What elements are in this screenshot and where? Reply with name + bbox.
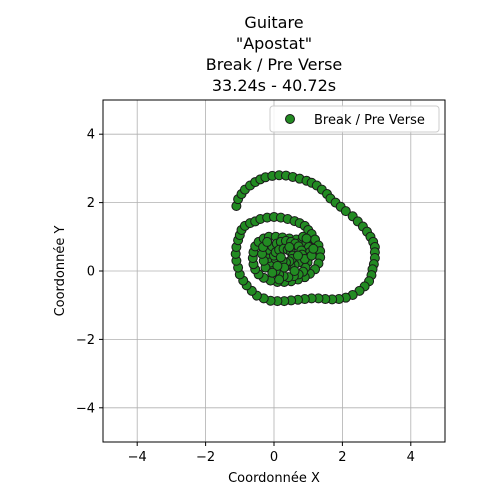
scatter-point xyxy=(292,250,303,261)
title-line-1: Guitare xyxy=(244,13,303,32)
y-tick-label: 0 xyxy=(87,265,95,280)
scatter-points xyxy=(230,170,380,307)
scatter-point xyxy=(284,242,295,253)
y-tick-label: 2 xyxy=(87,196,95,211)
x-tick-label: 0 xyxy=(270,450,278,465)
title-line-2: "Apostat" xyxy=(236,34,312,53)
x-tick-label: 2 xyxy=(338,450,346,465)
scatter-point xyxy=(308,243,319,254)
grid-lines xyxy=(103,100,445,442)
axis-ticks: −4 −2 0 2 4 −4 −2 0 2 4 xyxy=(76,128,415,465)
scatter-point xyxy=(274,274,285,285)
scatter-point xyxy=(301,233,312,244)
legend-label: Break / Pre Verse xyxy=(314,113,425,128)
title-line-3: Break / Pre Verse xyxy=(206,55,343,74)
scatter-point xyxy=(267,267,278,278)
x-tick-label: −2 xyxy=(196,450,215,465)
scatter-point xyxy=(289,266,300,276)
title-line-4: 33.24s - 40.72s xyxy=(212,76,336,95)
legend-box xyxy=(269,105,440,133)
x-tick-label: 4 xyxy=(407,450,415,465)
legend: Break / Pre Verse xyxy=(269,105,440,133)
scatter-point xyxy=(272,260,283,271)
y-tick-label: −4 xyxy=(76,401,95,416)
x-axis-label: Coordonnée X xyxy=(228,471,320,486)
chart-title: Guitare "Apostat" Break / Pre Verse 33.2… xyxy=(206,13,343,95)
y-tick-label: 4 xyxy=(87,128,95,143)
scatter-point xyxy=(262,236,273,247)
x-tick-label: −4 xyxy=(128,450,147,465)
y-tick-label: −2 xyxy=(76,333,95,348)
legend-marker xyxy=(285,114,295,124)
scatter-point xyxy=(275,252,286,263)
scatter-point xyxy=(340,206,351,217)
y-axis-label: Coordonnée Y xyxy=(53,226,68,317)
